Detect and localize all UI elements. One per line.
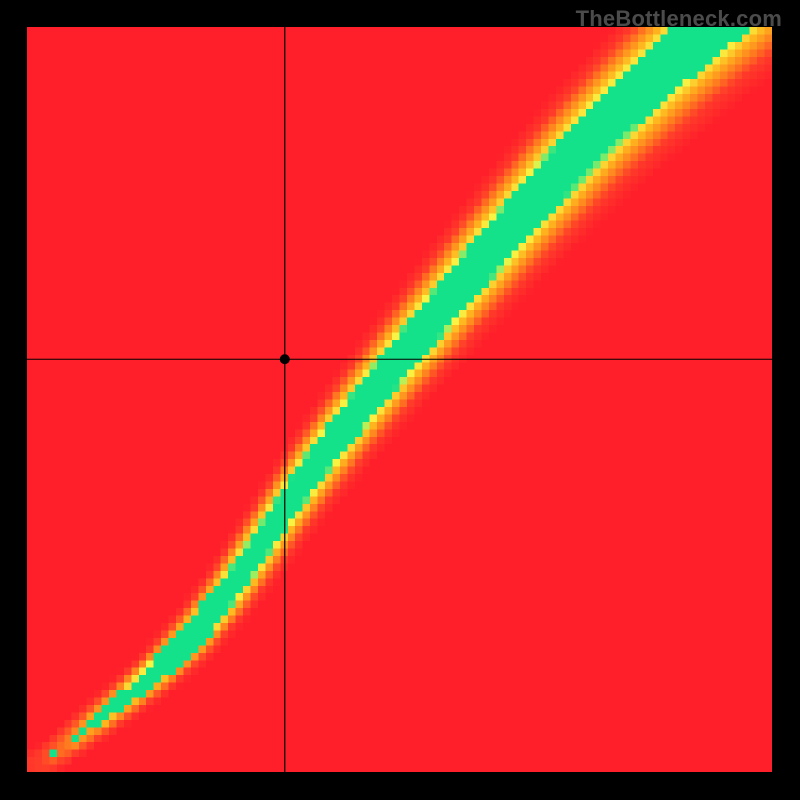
crosshair-overlay [0, 0, 800, 800]
figure-root: TheBottleneck.com [0, 0, 800, 800]
watermark-text: TheBottleneck.com [576, 6, 782, 32]
